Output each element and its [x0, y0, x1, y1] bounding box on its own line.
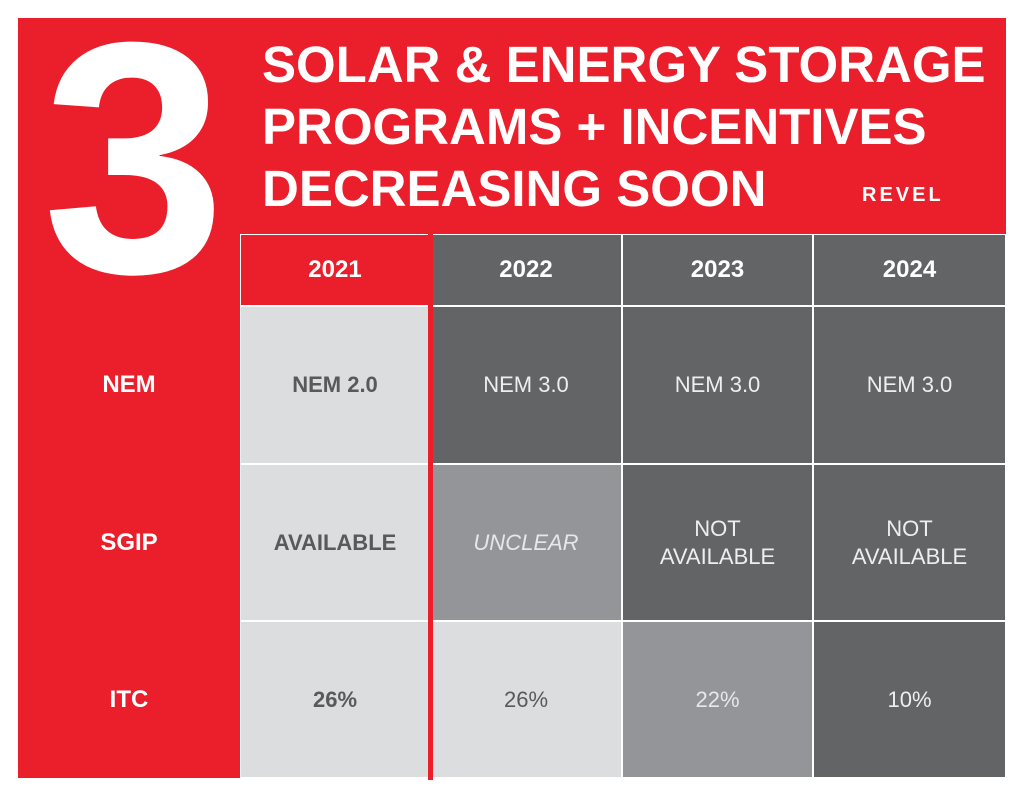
cell-sgip-2022: UNCLEAR: [430, 464, 622, 621]
cell-nem-2024: NEM 3.0: [813, 306, 1006, 464]
big-number: 3: [42, 8, 226, 308]
headline: SOLAR & ENERGY STORAGE PROGRAMS + INCENT…: [262, 34, 1002, 220]
year-header-2021: 2021: [240, 234, 430, 306]
row-label-sgip: SGIP: [100, 528, 158, 556]
current-year-divider: [428, 234, 433, 780]
headline-line-3: DECREASING SOON: [262, 160, 767, 217]
revel-logo: REVEL: [862, 184, 944, 206]
headline-line-2: PROGRAMS + INCENTIVES: [262, 98, 927, 155]
cell-sgip-2024: NOT AVAILABLE: [813, 464, 1006, 621]
row-label-itc: ITC: [109, 685, 149, 713]
cell-nem-2022: NEM 3.0: [430, 306, 622, 464]
cell-nem-2021: NEM 2.0: [240, 306, 430, 464]
cell-itc-2023: 22%: [622, 621, 813, 778]
cell-nem-2023: NEM 3.0: [622, 306, 813, 464]
cell-sgip-2023: NOT AVAILABLE: [622, 464, 813, 621]
cell-sgip-2021: AVAILABLE: [240, 464, 430, 621]
cell-itc-2022: 26%: [430, 621, 622, 778]
cell-itc-2024: 10%: [813, 621, 1006, 778]
year-header-2023: 2023: [622, 234, 813, 306]
row-label-background: [18, 306, 240, 778]
year-header-2024: 2024: [813, 234, 1006, 306]
headline-line-1: SOLAR & ENERGY STORAGE: [262, 36, 986, 93]
cell-itc-2021: 26%: [240, 621, 430, 778]
year-header-2022: 2022: [430, 234, 622, 306]
row-label-nem: NEM: [102, 371, 156, 398]
